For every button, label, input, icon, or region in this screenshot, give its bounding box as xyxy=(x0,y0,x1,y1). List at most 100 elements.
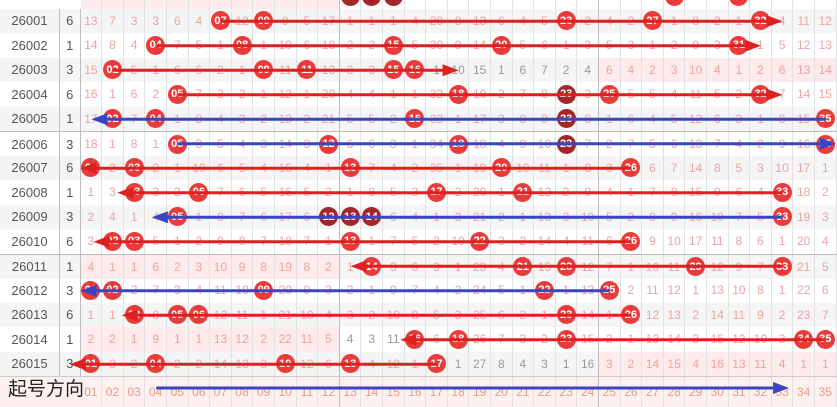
miss-value: 1 xyxy=(173,234,181,249)
number-cell: 32 xyxy=(426,82,448,107)
number-cell: 8 xyxy=(577,106,599,131)
column-number: 34 xyxy=(793,377,815,407)
miss-value: 18 xyxy=(278,234,292,249)
number-cell: 4 xyxy=(405,204,427,229)
number-cell: 16 xyxy=(405,57,427,82)
number-cell: 15 xyxy=(81,57,103,82)
number-cell: 14 xyxy=(275,132,297,157)
number-cell: 9 xyxy=(513,132,535,157)
miss-value: 4 xyxy=(217,111,224,126)
miss-value: 32 xyxy=(429,87,444,102)
number-cell: 1 xyxy=(426,57,448,82)
miss-value: 1 xyxy=(433,209,440,224)
number-ball: 22 xyxy=(534,280,554,300)
miss-value: 5 xyxy=(627,87,635,102)
number-cell: 16 xyxy=(577,351,599,376)
miss-value: 4 xyxy=(562,234,570,249)
miss-value: 6 xyxy=(433,332,440,347)
number-cell: 1 xyxy=(102,82,124,107)
number-cell: 3 xyxy=(383,254,405,279)
number-cell: 5 xyxy=(599,33,621,58)
miss-value: 3 xyxy=(217,87,224,102)
number-cell xyxy=(253,0,275,9)
number-cell: 4 xyxy=(491,254,513,279)
miss-value: 1 xyxy=(562,283,570,298)
number-cell: 15 xyxy=(383,33,405,58)
number-cell: 15 xyxy=(707,327,729,352)
number-cell: 13 xyxy=(340,204,362,229)
miss-value: 5 xyxy=(195,38,203,53)
number-cell xyxy=(361,0,383,9)
number-cell: 8 xyxy=(448,8,470,33)
number-cell: 6 xyxy=(124,82,146,107)
miss-value: 13 xyxy=(689,137,703,152)
number-cell: 1 xyxy=(253,33,275,58)
miss-value: 8 xyxy=(260,259,268,274)
miss-value: 3 xyxy=(195,137,203,152)
number-cell: 3 xyxy=(253,132,275,157)
column-number: 05 xyxy=(167,377,189,407)
miss-value: 3 xyxy=(497,234,505,249)
miss-value: 1 xyxy=(109,87,116,102)
number-cell: 14 xyxy=(577,302,599,327)
number-cell: 1 xyxy=(793,351,815,376)
miss-value: 1 xyxy=(173,160,181,175)
number-cell: 4 xyxy=(599,180,621,205)
number-cell: 5 xyxy=(621,82,643,107)
number-cell: 4 xyxy=(361,351,383,376)
miss-value: 4 xyxy=(368,356,376,371)
column-number: 03 xyxy=(124,377,146,407)
miss-value: 1 xyxy=(541,307,548,322)
number-ball: 01 xyxy=(81,354,101,374)
column-number: 15 xyxy=(383,377,405,407)
miss-value: 35 xyxy=(429,160,444,175)
number-ball: 16 xyxy=(405,329,425,349)
number-cell: 2 xyxy=(102,327,124,352)
number-ball: 13 xyxy=(340,207,360,227)
miss-value: 33 xyxy=(429,111,444,126)
miss-value: 6 xyxy=(778,62,786,77)
number-cell: 8 xyxy=(102,33,124,58)
number-cell: 32 xyxy=(750,8,772,33)
number-cell: 4 xyxy=(102,204,124,229)
miss-value: 2 xyxy=(735,87,743,102)
miss-value: 20 xyxy=(797,234,811,249)
number-cell: 26 xyxy=(621,229,643,254)
miss-value: 10 xyxy=(235,283,249,298)
number-cell: 1 xyxy=(621,180,643,205)
miss-value: 9 xyxy=(757,307,764,322)
number-cell: 21 xyxy=(318,106,340,131)
miss-value: 6 xyxy=(519,62,527,77)
number-cell: 08 xyxy=(232,33,254,58)
number-cell: 13 xyxy=(232,351,254,376)
number-cell: 3 xyxy=(534,351,556,376)
miss-value: 2 xyxy=(541,332,548,347)
miss-value: 2 xyxy=(562,185,570,200)
miss-value: 17 xyxy=(473,111,487,126)
table-row: 26005 1 17 02 7 04 1 8 4 3 2 13 2 21 5 5 2 16 33 1 17 3 8 9 23 8 1… xyxy=(0,106,837,131)
number-cell: 3 xyxy=(577,33,599,58)
number-ball: 21 xyxy=(513,257,533,277)
miss-value: 1 xyxy=(173,332,181,347)
number-cell: 3 xyxy=(663,57,686,82)
miss-value: 17 xyxy=(689,234,703,249)
number-cell: 4 xyxy=(232,132,254,157)
number-cell: 15 xyxy=(685,180,707,205)
number-cell: 4 xyxy=(664,82,686,107)
miss-value: 8 xyxy=(584,160,592,175)
miss-value: 15 xyxy=(818,87,832,102)
miss-value: 8 xyxy=(368,185,376,200)
miss-value: 6 xyxy=(713,111,721,126)
issue-number: 26012 xyxy=(0,278,60,303)
number-cell: 7 xyxy=(145,278,167,303)
miss-value: 2 xyxy=(260,332,268,347)
miss-value: 1 xyxy=(454,111,462,126)
number-cell: 2 xyxy=(383,106,405,131)
number-cell: 8 xyxy=(253,254,275,279)
miss-value: 3 xyxy=(778,332,786,347)
number-cell: 11 xyxy=(577,229,599,254)
miss-value: 1 xyxy=(411,356,419,371)
number-cell: 3 xyxy=(124,8,146,33)
number-ball: 23 xyxy=(556,257,576,277)
miss-value: 4 xyxy=(87,259,95,274)
